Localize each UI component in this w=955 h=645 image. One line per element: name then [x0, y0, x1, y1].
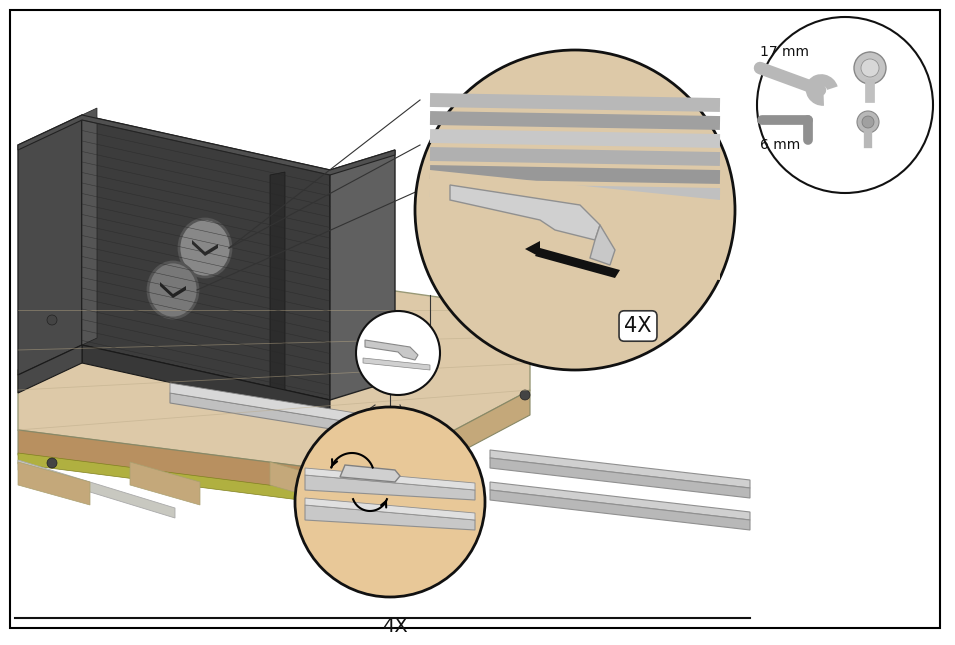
Polygon shape [340, 465, 400, 482]
Polygon shape [490, 482, 750, 520]
Polygon shape [18, 460, 175, 518]
Ellipse shape [148, 262, 198, 318]
Polygon shape [18, 115, 82, 375]
Polygon shape [305, 475, 475, 500]
Polygon shape [430, 170, 720, 280]
Polygon shape [330, 150, 395, 400]
Polygon shape [170, 393, 430, 445]
Polygon shape [82, 115, 330, 400]
Polygon shape [18, 260, 530, 475]
Circle shape [357, 493, 367, 503]
Polygon shape [305, 505, 475, 530]
Text: 4X: 4X [625, 316, 651, 336]
Polygon shape [160, 282, 186, 298]
Polygon shape [18, 115, 395, 175]
Polygon shape [490, 458, 750, 498]
Circle shape [520, 390, 530, 400]
Text: 17 mm: 17 mm [760, 45, 809, 59]
Polygon shape [870, 52, 884, 68]
Polygon shape [870, 68, 884, 84]
Circle shape [857, 111, 879, 133]
Circle shape [295, 407, 485, 597]
Circle shape [356, 311, 440, 395]
Polygon shape [130, 462, 200, 505]
Text: 6 mm: 6 mm [760, 138, 800, 152]
Polygon shape [270, 172, 285, 398]
Polygon shape [856, 52, 870, 68]
Polygon shape [170, 383, 430, 435]
Polygon shape [305, 468, 475, 490]
Polygon shape [82, 108, 97, 345]
Polygon shape [535, 248, 620, 278]
Polygon shape [590, 225, 615, 265]
Polygon shape [370, 390, 530, 500]
Circle shape [415, 50, 735, 370]
Circle shape [47, 315, 57, 325]
Polygon shape [490, 450, 750, 488]
Polygon shape [18, 345, 82, 393]
Polygon shape [365, 340, 418, 360]
Polygon shape [18, 430, 370, 500]
Circle shape [854, 52, 886, 84]
Polygon shape [18, 462, 90, 505]
Polygon shape [450, 185, 600, 240]
Polygon shape [870, 60, 884, 76]
Circle shape [757, 17, 933, 193]
Circle shape [861, 59, 879, 77]
Polygon shape [192, 240, 218, 256]
Polygon shape [856, 60, 870, 76]
Polygon shape [270, 462, 340, 505]
Ellipse shape [179, 219, 231, 277]
Polygon shape [82, 345, 330, 418]
Circle shape [862, 116, 874, 128]
Polygon shape [490, 490, 750, 530]
Polygon shape [18, 453, 370, 509]
Polygon shape [363, 358, 430, 370]
Polygon shape [305, 498, 475, 520]
Circle shape [357, 415, 367, 425]
Circle shape [47, 458, 57, 468]
Text: 4X: 4X [382, 617, 408, 635]
Polygon shape [525, 241, 540, 257]
Polygon shape [856, 68, 870, 84]
